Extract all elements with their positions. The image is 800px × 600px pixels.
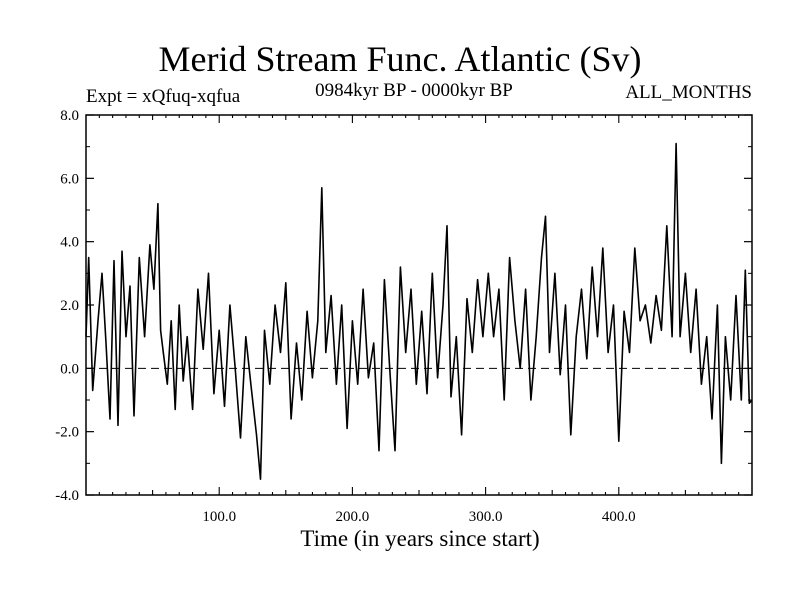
x-tick-label: 300.0	[469, 509, 503, 525]
y-tick-label: 2.0	[60, 298, 79, 314]
experiment-label: Expt = xQfuq-xqfua	[86, 86, 241, 107]
period-label: 0984kyr BP - 0000kyr BP	[315, 80, 513, 101]
x-axis-label: Time (in years since start)	[300, 526, 540, 551]
y-tick-label: 8.0	[60, 108, 79, 124]
y-tick-label: -4.0	[55, 488, 79, 504]
months-label: ALL_MONTHS	[625, 82, 752, 103]
y-tick-label: 6.0	[60, 171, 79, 187]
chart-title: Merid Stream Func. Atlantic (Sv)	[158, 39, 642, 79]
x-tick-label: 400.0	[602, 509, 636, 525]
y-tick-label: -2.0	[55, 425, 79, 441]
plot-frame	[85, 114, 753, 496]
x-axis: 100.0 200.0 300.0 400.0	[98, 115, 740, 525]
series-line	[85, 142, 753, 480]
y-tick-label: 4.0	[60, 235, 79, 251]
x-tick-label: 200.0	[336, 509, 370, 525]
x-tick-label: 100.0	[202, 509, 236, 525]
y-tick-label: 0.0	[60, 361, 79, 377]
